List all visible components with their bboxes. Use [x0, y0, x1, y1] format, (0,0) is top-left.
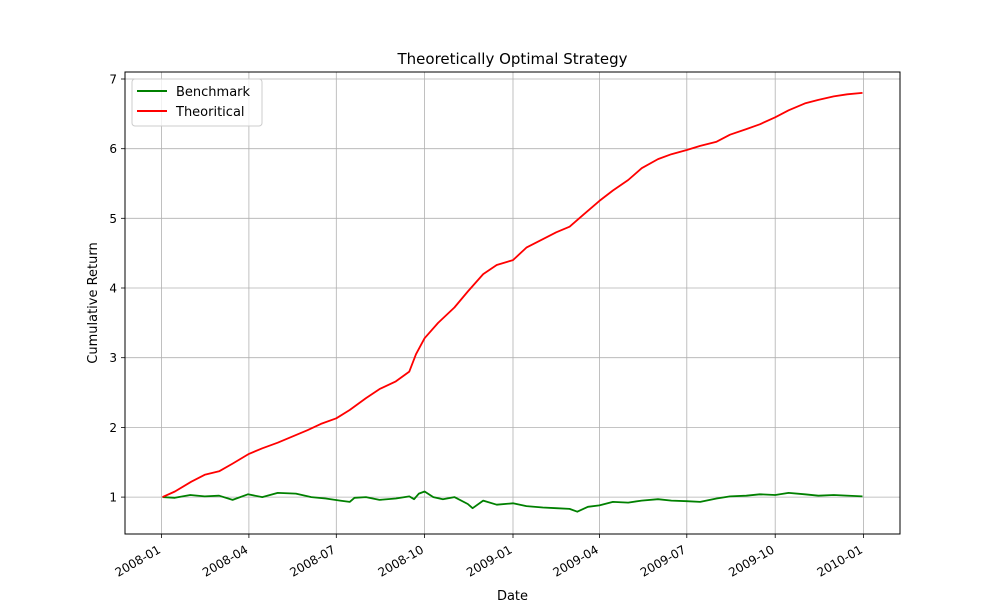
y-axis-ticks: 1 2 3 4 5 6 7 — [109, 73, 125, 505]
legend: Benchmark Theoritical — [131, 78, 263, 127]
y-tick-label: 1 — [109, 491, 117, 505]
chart-title: Theoretically Optimal Strategy — [397, 50, 628, 68]
y-tick-label: 5 — [109, 212, 117, 226]
y-axis-label: Cumulative Return — [86, 242, 101, 363]
legend-label-theoritical: Theoritical — [175, 105, 245, 120]
y-tick-label: 4 — [109, 282, 117, 296]
series-line-benchmark — [162, 490, 863, 513]
y-tick-label: 3 — [109, 351, 117, 365]
y-tick-label: 7 — [109, 73, 117, 87]
y-tick-label: 6 — [109, 142, 117, 156]
plot-frame — [124, 71, 901, 535]
legend-label-benchmark: Benchmark — [176, 85, 251, 100]
y-tick-label: 2 — [109, 421, 117, 435]
series-line-theoritical — [162, 92, 863, 498]
series-lines — [162, 92, 863, 513]
grid — [125, 72, 900, 534]
x-axis-label: Date — [497, 589, 528, 600]
